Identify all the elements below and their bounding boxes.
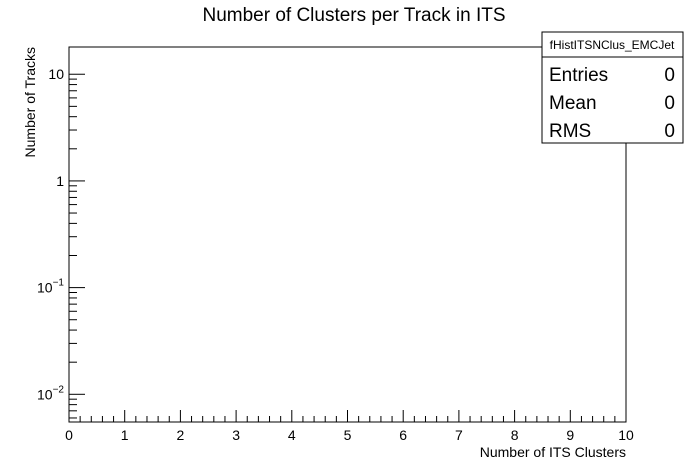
stats-box-title: fHistITSNClus_EMCJet: [550, 38, 675, 52]
x-tick-label: 1: [121, 427, 129, 443]
x-axis-label: Number of ITS Clusters: [480, 444, 626, 460]
x-axis: 0 1 2 3 4 5 6 7 8 9 10: [65, 410, 634, 443]
x-tick-label: 6: [399, 427, 407, 443]
stats-box-frame: [541, 31, 684, 144]
x-tick-label: 5: [344, 427, 352, 443]
chart-title: Number of Clusters per Track in ITS: [202, 5, 505, 26]
y-tick-base: 10: [37, 280, 53, 296]
stats-entries-label: Entries: [549, 65, 608, 86]
stats-rms-value: 0: [664, 121, 675, 142]
x-tick-label: 3: [232, 427, 240, 443]
x-tick-label: 0: [65, 427, 73, 443]
x-tick-label: 2: [177, 427, 185, 443]
y-tick-label: 1: [56, 173, 64, 189]
y-tick-label: 10−1: [37, 278, 64, 296]
stats-box: fHistITSNClus_EMCJet Entries 0 Mean 0 RM…: [541, 31, 684, 144]
x-tick-label: 4: [288, 427, 296, 443]
x-tick-label: 10: [618, 427, 634, 443]
y-tick-label: 10: [48, 66, 64, 82]
x-tick-label: 8: [511, 427, 519, 443]
x-tick-label: 7: [455, 427, 463, 443]
stats-rms-label: RMS: [549, 121, 591, 142]
y-tick-base: 1: [56, 173, 64, 189]
stats-mean-value: 0: [664, 93, 675, 114]
y-tick-exponent: −1: [53, 278, 65, 289]
y-tick-exponent: −2: [53, 384, 65, 395]
y-tick-base: 10: [48, 66, 64, 82]
y-tick-base: 10: [37, 386, 53, 402]
stats-mean-label: Mean: [549, 93, 597, 114]
stats-entries-value: 0: [664, 65, 675, 86]
y-tick-label: 10−2: [37, 384, 64, 402]
y-axis-label: Number of Tracks: [22, 47, 38, 157]
x-tick-label: 9: [566, 427, 574, 443]
